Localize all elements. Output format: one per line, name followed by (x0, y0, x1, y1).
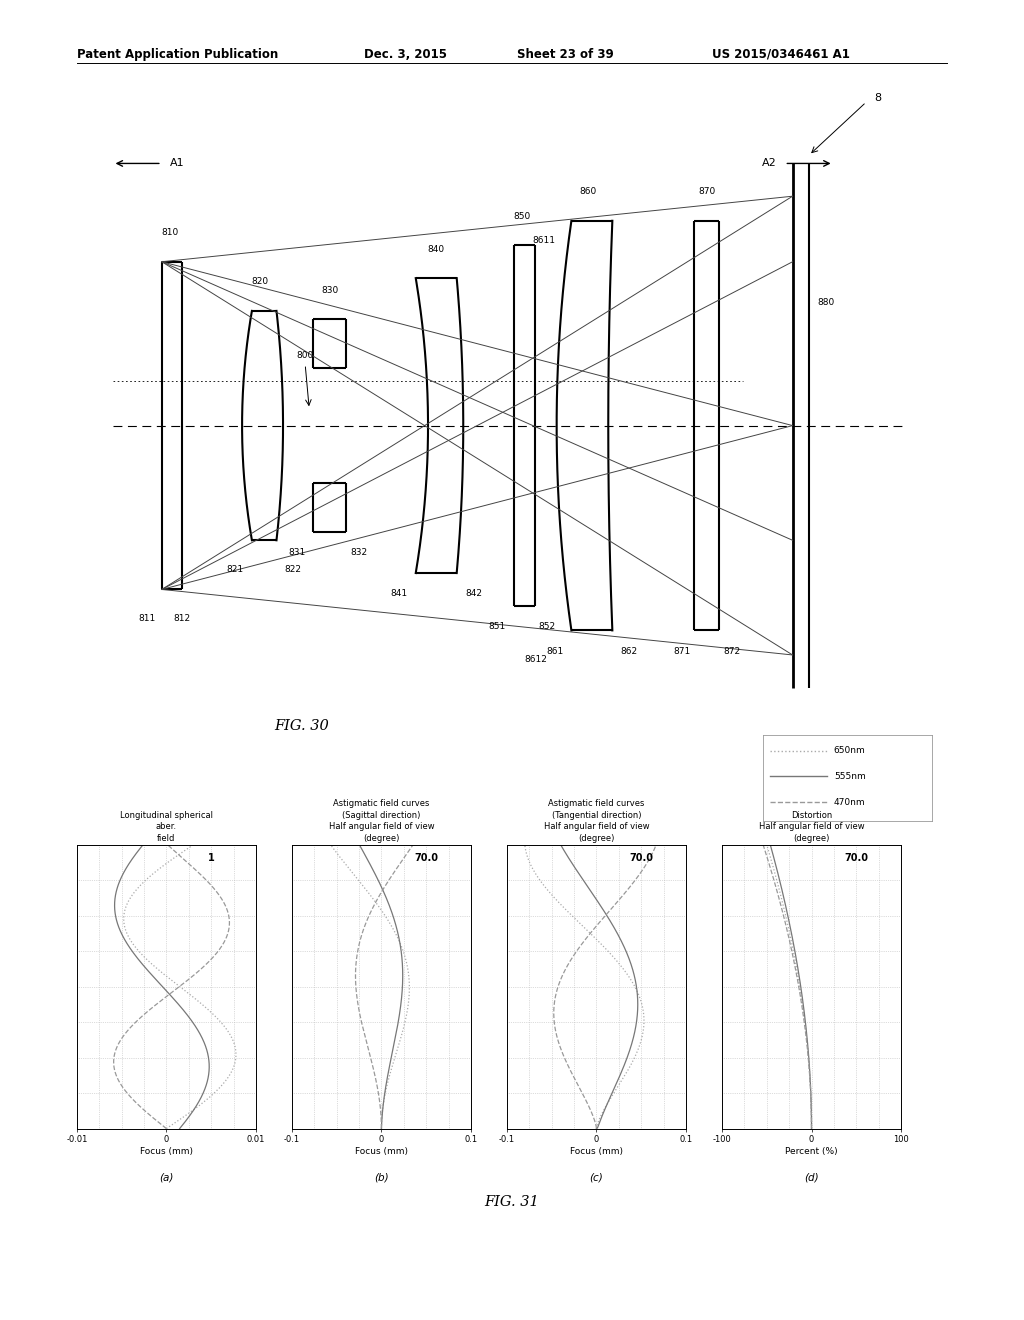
Title: Astigmatic field curves
(Tangential direction)
Half angular field of view
(degre: Astigmatic field curves (Tangential dire… (544, 800, 649, 842)
Text: 872: 872 (723, 647, 740, 656)
Text: 650nm: 650nm (834, 746, 865, 755)
Text: 871: 871 (673, 647, 690, 656)
Text: Patent Application Publication: Patent Application Publication (77, 48, 279, 61)
Text: 70.0: 70.0 (415, 853, 438, 863)
Text: 800: 800 (297, 351, 313, 360)
Text: (d): (d) (804, 1172, 819, 1183)
Title: Longitudinal spherical
aber.
field: Longitudinal spherical aber. field (120, 810, 213, 842)
Text: 861: 861 (546, 647, 563, 656)
Text: 840: 840 (428, 244, 444, 253)
X-axis label: Focus (mm): Focus (mm) (355, 1147, 408, 1155)
Text: A1: A1 (170, 158, 184, 169)
Text: 8611: 8611 (532, 236, 555, 246)
Text: FIG. 31: FIG. 31 (484, 1195, 540, 1209)
X-axis label: Percent (%): Percent (%) (785, 1147, 838, 1155)
Text: 842: 842 (465, 590, 482, 598)
Text: 850: 850 (514, 211, 530, 220)
Text: 870: 870 (698, 187, 715, 197)
Text: FIG. 30: FIG. 30 (274, 719, 330, 734)
Text: 831: 831 (288, 549, 305, 557)
Text: Dec. 3, 2015: Dec. 3, 2015 (364, 48, 446, 61)
Title: Astigmatic field curves
(Sagittal direction)
Half angular field of view
(degree): Astigmatic field curves (Sagittal direct… (329, 800, 434, 842)
Text: 880: 880 (817, 298, 835, 308)
Text: 841: 841 (390, 590, 408, 598)
Text: 1: 1 (208, 853, 215, 863)
Text: 862: 862 (621, 647, 638, 656)
Text: 822: 822 (285, 565, 302, 574)
Text: A2: A2 (762, 158, 776, 169)
Text: (b): (b) (374, 1172, 389, 1183)
X-axis label: Focus (mm): Focus (mm) (570, 1147, 623, 1155)
Text: 851: 851 (488, 622, 506, 631)
Text: (c): (c) (590, 1172, 603, 1183)
Text: 70.0: 70.0 (845, 853, 868, 863)
Text: 810: 810 (162, 228, 178, 238)
Text: 811: 811 (138, 614, 156, 623)
Text: 852: 852 (539, 622, 556, 631)
Text: 812: 812 (174, 614, 190, 623)
Text: Sheet 23 of 39: Sheet 23 of 39 (517, 48, 613, 61)
X-axis label: Focus (mm): Focus (mm) (140, 1147, 193, 1155)
Text: 820: 820 (252, 277, 268, 286)
Text: 470nm: 470nm (834, 797, 865, 807)
Text: 860: 860 (580, 187, 596, 197)
Text: 832: 832 (350, 549, 368, 557)
Text: 70.0: 70.0 (630, 853, 653, 863)
Title: Distortion
Half angular field of view
(degree): Distortion Half angular field of view (d… (759, 810, 864, 842)
Text: 830: 830 (322, 285, 338, 294)
Text: 821: 821 (226, 565, 244, 574)
Text: 555nm: 555nm (834, 772, 865, 781)
Text: 8: 8 (874, 92, 882, 103)
Text: 8612: 8612 (524, 655, 547, 664)
Text: (a): (a) (159, 1172, 174, 1183)
Text: US 2015/0346461 A1: US 2015/0346461 A1 (712, 48, 850, 61)
